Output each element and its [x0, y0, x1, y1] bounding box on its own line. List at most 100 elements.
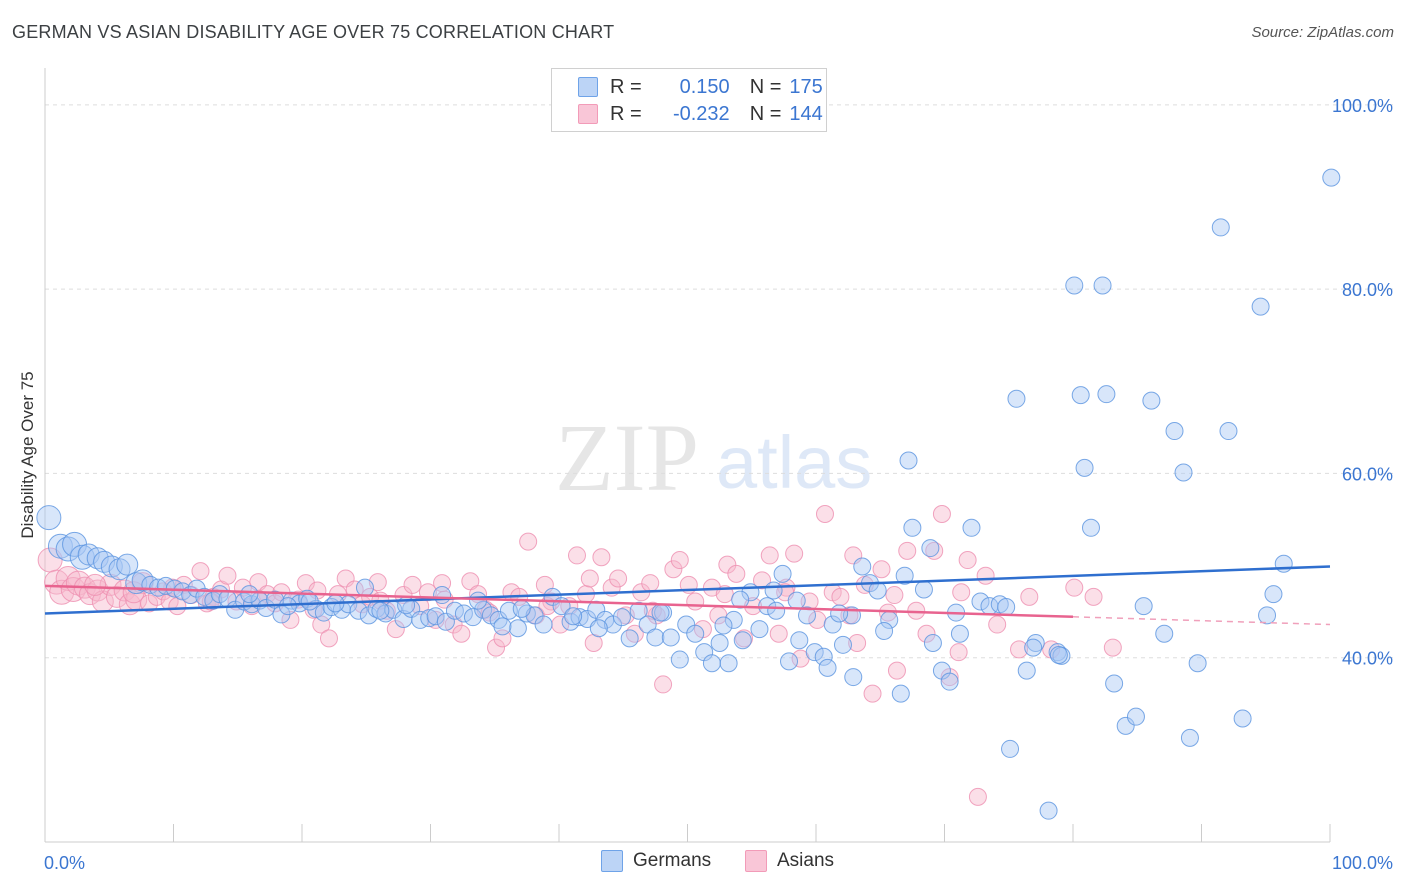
germans-point — [891, 684, 910, 703]
asians-point — [1084, 587, 1103, 606]
asians-point — [958, 551, 977, 570]
watermark-atlas: atlas — [716, 421, 872, 504]
x-tick-label: 100.0% — [1332, 853, 1393, 873]
germans-point — [780, 652, 799, 671]
germans-point — [570, 608, 589, 627]
source-label: Source: ZipAtlas.com — [1251, 24, 1394, 41]
germans-point — [1116, 716, 1135, 735]
asians-point — [487, 638, 506, 657]
germans-point — [773, 564, 792, 583]
r-label: R = — [610, 75, 642, 98]
germans-point — [1165, 422, 1184, 441]
asians-point — [753, 571, 772, 590]
germans-point — [950, 624, 969, 643]
asians-trend-line — [44, 584, 1074, 619]
germans-point — [86, 547, 109, 570]
asians-point — [641, 574, 660, 593]
germans-point — [651, 603, 670, 622]
germans-point — [1233, 709, 1252, 728]
asians-point — [885, 586, 904, 605]
trend-lines — [44, 565, 1331, 626]
n-label: N = — [749, 75, 782, 98]
y-tick-label: 100.0% — [1332, 96, 1393, 116]
legend-item-asians[interactable]: Asians — [745, 850, 834, 872]
germans-point — [750, 620, 769, 639]
germans-point — [646, 628, 665, 647]
grid — [45, 104, 1395, 659]
germans-point — [1174, 463, 1193, 482]
germans-point — [971, 592, 990, 611]
asians-point — [1103, 638, 1122, 657]
x-tick-label: 0.0% — [44, 853, 85, 873]
asians-point — [968, 787, 987, 806]
asians-point — [1020, 587, 1039, 606]
asians-point — [140, 594, 159, 613]
germans-point — [629, 601, 648, 620]
germans-point — [493, 617, 512, 636]
germans-point — [371, 601, 390, 620]
germans-point — [844, 668, 863, 687]
germans-point — [830, 604, 849, 623]
asians-point — [718, 555, 737, 574]
n-label: N = — [749, 102, 782, 125]
germans-point — [1093, 276, 1112, 295]
y-axis-label: Disability Age Over 75 — [18, 371, 37, 538]
germans-point — [36, 505, 62, 531]
germans-point — [1007, 389, 1026, 408]
germans-point — [1264, 585, 1283, 604]
asians-point — [872, 560, 891, 579]
germans-point — [875, 621, 894, 640]
asians-point — [940, 668, 959, 687]
asians-point — [84, 573, 107, 596]
germans-point — [677, 615, 696, 634]
germans-r-value: 0.150 — [679, 75, 730, 98]
asians-point — [519, 532, 538, 551]
germans-point — [355, 578, 374, 597]
correlation-legend: R = 0.150 N = 175 R = -0.232 N = 144 — [551, 68, 827, 132]
germans-point — [534, 615, 553, 634]
germans-point — [1026, 633, 1045, 652]
watermark-zip: ZIP — [555, 404, 699, 511]
germans-point — [814, 647, 833, 666]
germans-point — [433, 586, 452, 605]
germans-point — [603, 615, 622, 634]
asians-point — [191, 562, 210, 581]
germans-point — [686, 624, 705, 643]
asians-point — [670, 551, 689, 570]
germans-point — [1126, 707, 1145, 726]
asians-point — [296, 574, 315, 593]
tick-labels: 40.0% 60.0% 80.0% 100.0% 0.0% 100.0% — [44, 96, 1393, 873]
germans-point — [798, 606, 817, 625]
germans-point — [1017, 661, 1036, 680]
germans-point — [1039, 801, 1058, 820]
asians-point — [831, 587, 850, 606]
asians-legend-swatch — [745, 850, 767, 872]
germans-point — [1081, 518, 1100, 537]
asians-point — [664, 560, 683, 579]
germans-point — [1188, 654, 1207, 673]
germans-point — [1274, 554, 1293, 573]
asians-point — [932, 504, 951, 523]
germans-point — [1134, 597, 1153, 616]
germans-point — [426, 607, 445, 626]
germans-point — [895, 566, 914, 585]
asians-points — [37, 504, 1122, 806]
germans-point — [411, 610, 430, 629]
asians-point — [218, 566, 237, 585]
germans-point — [719, 654, 738, 673]
germans-point — [903, 518, 922, 537]
germans-point — [899, 451, 918, 470]
germans-point — [702, 654, 721, 673]
germans-point — [962, 518, 981, 537]
germans-point — [508, 619, 527, 638]
asians-point — [403, 575, 422, 594]
asians-point — [592, 548, 611, 567]
germans-point — [116, 553, 139, 576]
asians-point — [898, 541, 917, 560]
legend-item-germans[interactable]: Germans — [601, 850, 711, 872]
germans-point — [589, 619, 608, 638]
asians-point — [1010, 640, 1029, 659]
asians-point — [1065, 578, 1084, 597]
germans-point — [1075, 458, 1094, 477]
